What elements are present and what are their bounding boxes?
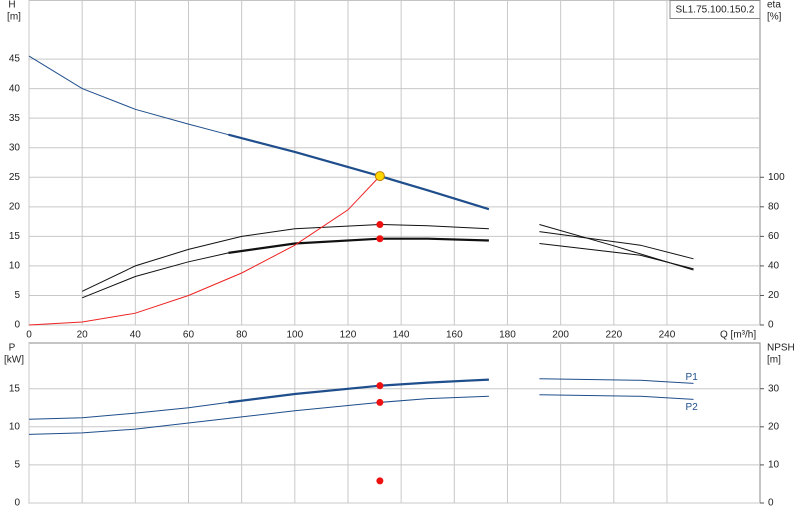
plot-area: [28, 0, 761, 326]
y-tick-label: 5: [14, 290, 20, 301]
x-tick-label: 40: [130, 330, 142, 341]
x-tick-label: 140: [393, 330, 410, 341]
series-line: [28, 401, 229, 420]
x-tick-label: 80: [236, 330, 248, 341]
x-tick-label: 200: [552, 330, 569, 341]
x-tick-label: 0: [26, 330, 32, 341]
operating-point: [376, 477, 384, 485]
x-tick-label: 120: [340, 330, 357, 341]
series-line: [539, 243, 694, 270]
y-axis-unit: [m]: [7, 12, 21, 23]
y2-tick-label: 0: [768, 498, 774, 509]
series-line: [28, 395, 489, 435]
x-tick-label: 240: [659, 330, 676, 341]
series-line: [539, 394, 694, 400]
plot-area: [28, 342, 761, 504]
y-tick-label: 15: [9, 231, 21, 242]
y-axis-label: P: [9, 343, 16, 354]
chart-title: SL1.75.100.150.2: [676, 5, 755, 16]
y-tick-label: 35: [9, 113, 21, 124]
series-line: [82, 252, 229, 299]
y2-tick-label: 40: [768, 261, 780, 272]
y-tick-label: 40: [9, 83, 21, 94]
y-tick-label: 10: [9, 261, 21, 272]
series-label: P1: [686, 372, 699, 383]
operating-point: [376, 235, 384, 243]
y2-tick-label: 30: [768, 383, 780, 394]
title-box: [669, 0, 761, 19]
y2-tick-label: 60: [768, 231, 780, 242]
y2-axis-unit: [m]: [767, 355, 781, 366]
y2-axis-label: NPSH: [767, 343, 795, 354]
series-line: [28, 55, 229, 136]
x-tick-label: 100: [286, 330, 303, 341]
x-tick-label: 180: [499, 330, 516, 341]
x-tick-label: 20: [77, 330, 89, 341]
operating-point: [374, 171, 385, 182]
series-line: [81, 223, 489, 292]
operating-point: [376, 221, 384, 229]
y-tick-label: 20: [9, 201, 21, 212]
y-tick-label: 30: [9, 142, 21, 153]
y2-tick-label: 20: [768, 290, 780, 301]
y2-tick-label: 10: [768, 460, 780, 471]
y-tick-label: 15: [9, 383, 21, 394]
series-line: [539, 231, 694, 260]
x-tick-label: 60: [183, 330, 195, 341]
y2-tick-label: 20: [768, 421, 780, 432]
series-line: [28, 175, 381, 326]
y2-tick-label: 0: [768, 320, 774, 331]
y2-axis-unit: [%]: [767, 12, 782, 23]
y-tick-label: 45: [9, 54, 21, 65]
y-tick-label: 10: [9, 421, 21, 432]
series-line: [539, 378, 694, 384]
y2-tick-label: 100: [768, 172, 785, 183]
y-tick-label: 5: [14, 460, 20, 471]
operating-point: [376, 398, 384, 406]
y-tick-label: 25: [9, 172, 21, 183]
y-tick-label: 0: [14, 320, 20, 331]
y-axis-unit: [kW]: [4, 355, 24, 366]
operating-point: [376, 382, 384, 390]
x-tick-label: 160: [446, 330, 463, 341]
y-tick-label: 0: [14, 498, 20, 509]
x-label-bg: [718, 328, 760, 342]
x-axis-label: Q [m³/h]: [720, 330, 756, 341]
x-tick-label: 220: [605, 330, 622, 341]
y2-axis-label: eta: [767, 0, 781, 11]
series-label: P2: [686, 402, 699, 413]
y2-tick-label: 80: [768, 201, 780, 212]
y-axis-label: H: [8, 0, 15, 11]
